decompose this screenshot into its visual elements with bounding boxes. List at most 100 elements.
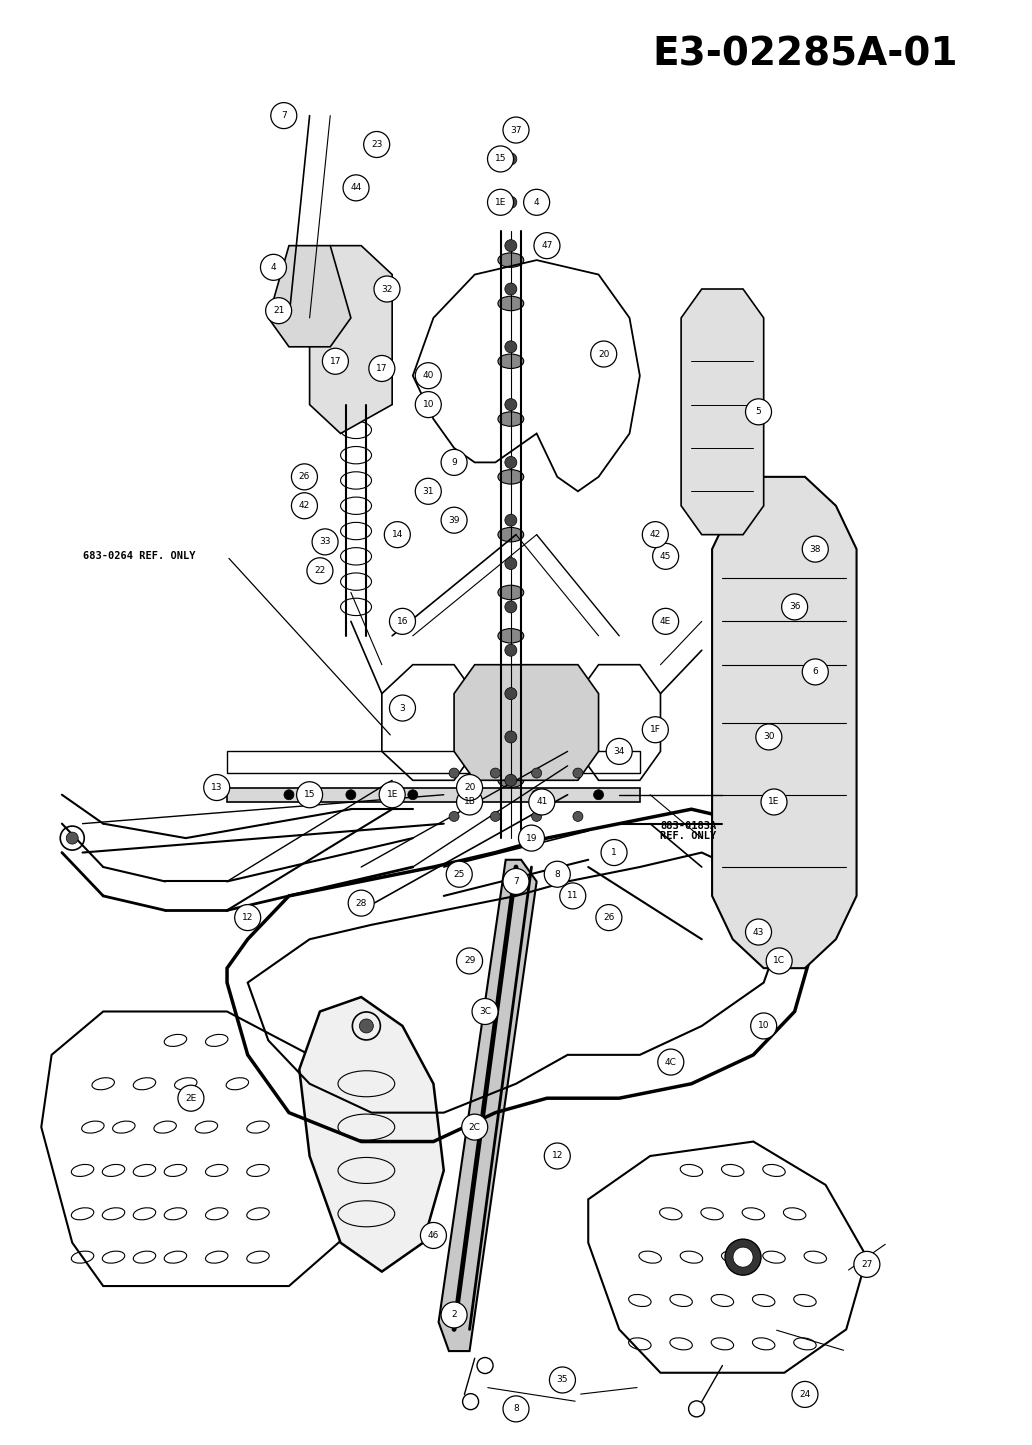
Circle shape — [415, 392, 442, 418]
Polygon shape — [681, 289, 764, 535]
Circle shape — [260, 254, 287, 280]
Circle shape — [802, 536, 829, 562]
Circle shape — [461, 1114, 488, 1140]
Text: 35: 35 — [556, 1376, 569, 1384]
Text: E3-02285A-01: E3-02285A-01 — [652, 36, 958, 74]
Circle shape — [593, 790, 604, 799]
Text: 10: 10 — [422, 400, 434, 409]
Text: 3C: 3C — [479, 1007, 491, 1016]
Text: 36: 36 — [788, 603, 801, 611]
Circle shape — [505, 688, 517, 699]
Circle shape — [601, 840, 627, 866]
Polygon shape — [268, 246, 351, 347]
Text: 1: 1 — [611, 848, 617, 857]
Text: 1E: 1E — [386, 790, 398, 799]
Text: 9: 9 — [451, 458, 457, 467]
Circle shape — [573, 769, 583, 777]
Circle shape — [270, 103, 297, 129]
Circle shape — [505, 644, 517, 656]
Text: 39: 39 — [448, 516, 460, 525]
Text: 25: 25 — [453, 870, 465, 879]
Text: 42: 42 — [650, 530, 660, 539]
Circle shape — [559, 883, 586, 909]
Circle shape — [505, 399, 517, 410]
Circle shape — [657, 1049, 684, 1075]
Polygon shape — [439, 860, 537, 1351]
Circle shape — [307, 558, 333, 584]
Circle shape — [441, 507, 467, 533]
Circle shape — [590, 341, 617, 367]
Circle shape — [505, 775, 517, 786]
Circle shape — [505, 731, 517, 743]
Circle shape — [456, 775, 483, 801]
Circle shape — [802, 659, 829, 685]
Circle shape — [544, 861, 571, 887]
Circle shape — [523, 189, 550, 215]
Text: 17: 17 — [376, 364, 388, 373]
Text: 2: 2 — [451, 1311, 457, 1319]
Circle shape — [505, 457, 517, 468]
Circle shape — [503, 868, 529, 894]
Circle shape — [606, 738, 633, 764]
Text: 26: 26 — [603, 913, 615, 922]
Circle shape — [389, 608, 416, 634]
Text: 42: 42 — [299, 501, 310, 510]
Circle shape — [368, 355, 395, 381]
Text: 19: 19 — [525, 834, 538, 842]
Circle shape — [389, 695, 416, 721]
Text: 17: 17 — [329, 357, 342, 366]
Circle shape — [203, 775, 230, 801]
Text: 29: 29 — [463, 957, 476, 965]
Text: REF. ONLY: REF. ONLY — [660, 831, 717, 841]
Circle shape — [343, 175, 369, 201]
Text: 45: 45 — [659, 552, 672, 561]
Text: 44: 44 — [351, 184, 361, 192]
Ellipse shape — [497, 253, 523, 267]
Text: 46: 46 — [427, 1231, 440, 1240]
Ellipse shape — [497, 672, 523, 686]
Ellipse shape — [497, 354, 523, 368]
Text: 13: 13 — [211, 783, 223, 792]
Circle shape — [518, 825, 545, 851]
Circle shape — [745, 399, 772, 425]
Circle shape — [374, 276, 400, 302]
Ellipse shape — [497, 585, 523, 600]
Circle shape — [291, 464, 318, 490]
Circle shape — [178, 1085, 204, 1111]
Circle shape — [544, 1143, 571, 1169]
Text: 20: 20 — [463, 783, 476, 792]
Circle shape — [346, 790, 356, 799]
Polygon shape — [712, 477, 857, 968]
Ellipse shape — [497, 527, 523, 542]
Text: 4E: 4E — [660, 617, 671, 626]
Text: 24: 24 — [800, 1390, 810, 1399]
Text: 10: 10 — [757, 1022, 770, 1030]
Text: 8: 8 — [554, 870, 560, 879]
Circle shape — [415, 363, 442, 389]
Text: 33: 33 — [319, 538, 331, 546]
Circle shape — [363, 131, 390, 158]
Circle shape — [528, 789, 555, 815]
Circle shape — [531, 812, 542, 821]
Circle shape — [446, 861, 473, 887]
Text: 40: 40 — [422, 371, 434, 380]
Circle shape — [456, 948, 483, 974]
Circle shape — [284, 790, 294, 799]
Text: 26: 26 — [298, 473, 311, 481]
Circle shape — [408, 790, 418, 799]
Text: 12: 12 — [551, 1152, 563, 1160]
Text: 1E: 1E — [768, 798, 780, 806]
Circle shape — [66, 832, 78, 844]
Text: 8: 8 — [513, 1405, 519, 1413]
Circle shape — [441, 1302, 467, 1328]
Text: 38: 38 — [809, 545, 821, 553]
Text: 1C: 1C — [773, 957, 785, 965]
Polygon shape — [310, 246, 392, 434]
Text: 37: 37 — [510, 126, 522, 134]
Ellipse shape — [497, 715, 523, 730]
Text: 14: 14 — [391, 530, 404, 539]
Circle shape — [490, 812, 501, 821]
Ellipse shape — [497, 773, 523, 788]
Circle shape — [755, 724, 782, 750]
Circle shape — [505, 153, 517, 165]
